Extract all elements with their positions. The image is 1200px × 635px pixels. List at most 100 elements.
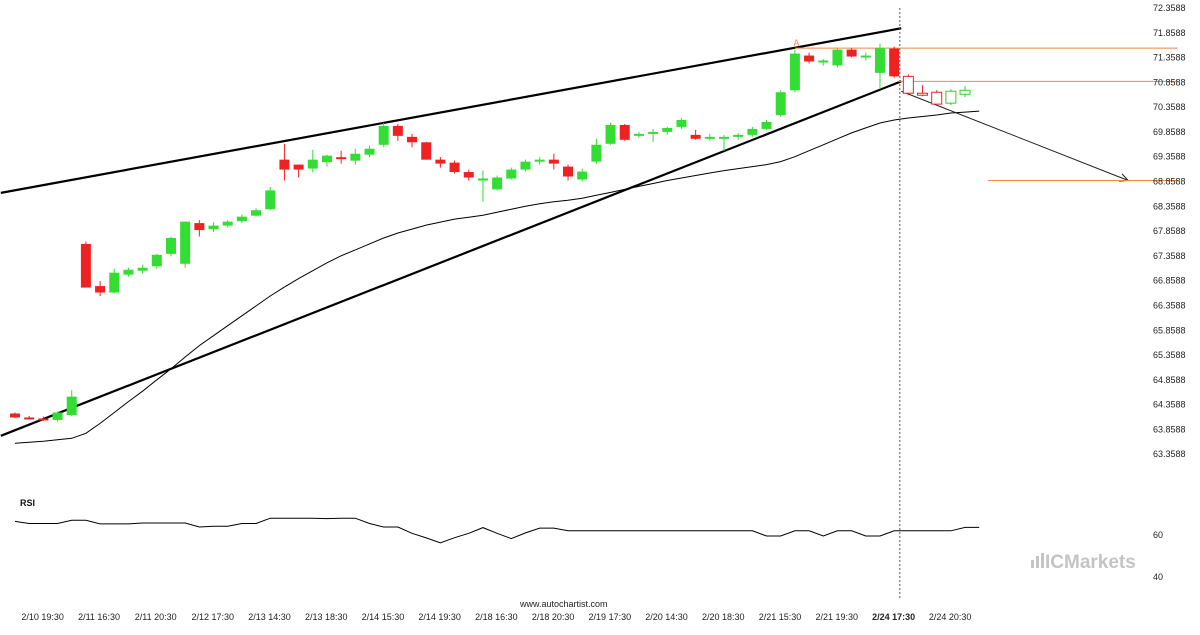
candle-body — [463, 172, 474, 178]
price-tick-label: 69.3588 — [1153, 152, 1186, 162]
candle — [137, 264, 148, 274]
candle-body — [378, 125, 389, 145]
candle-body — [520, 161, 531, 170]
footer-url: www.autochartist.com — [519, 599, 608, 609]
rsi-line — [14, 517, 980, 544]
price-tick-label: 69.8588 — [1153, 127, 1186, 137]
candle — [265, 186, 276, 211]
candle — [151, 253, 162, 269]
price-tick-label: 68.8588 — [1153, 177, 1186, 187]
candles-layer — [10, 43, 971, 422]
candle — [733, 132, 744, 140]
price-tick-label: 67.8588 — [1153, 226, 1186, 236]
candle-body — [364, 148, 375, 155]
candle — [180, 221, 191, 268]
candle — [832, 47, 843, 68]
time-tick-label: 2/14 19:30 — [418, 612, 461, 622]
candle — [775, 90, 786, 118]
candle-body — [747, 128, 758, 135]
price-axis: 72.3588 71.8588 71.3588 70.8588 70.3588 69.85… — [1153, 3, 1186, 459]
candle — [10, 412, 20, 418]
candle — [251, 208, 262, 217]
candle — [704, 133, 715, 141]
rsi-tick-label: 60 — [1153, 530, 1163, 540]
candle-body — [832, 49, 843, 66]
candle — [902, 74, 914, 96]
time-tick-label: 2/19 17:30 — [589, 612, 632, 622]
candle — [449, 160, 460, 174]
candle — [435, 157, 446, 168]
candle-body — [719, 136, 729, 139]
candle-body — [109, 272, 120, 293]
price-tick-label: 70.3588 — [1153, 102, 1186, 112]
candle-body — [151, 254, 162, 267]
candle — [194, 220, 205, 237]
price-tick-label: 66.3588 — [1153, 300, 1186, 310]
time-tick-label: 2/21 15:30 — [759, 612, 802, 622]
candle — [577, 168, 588, 182]
candle — [165, 236, 176, 257]
time-tick-label: 2/13 14:30 — [248, 612, 291, 622]
candle — [818, 59, 829, 66]
candle — [80, 241, 91, 288]
candle — [917, 85, 929, 97]
candle-body — [80, 243, 91, 288]
candle-body — [917, 92, 929, 96]
candle — [789, 49, 800, 93]
candle-body — [265, 190, 276, 210]
brand-area: ICMarkets www.autochartist.com — [519, 552, 1136, 609]
candle-body — [733, 134, 744, 137]
candle-body — [676, 119, 687, 127]
candle-body — [321, 155, 332, 163]
candle — [945, 89, 957, 106]
candle-body — [392, 125, 403, 136]
projection-arrow-line — [901, 90, 1129, 181]
candle — [236, 214, 247, 224]
rsi-panel: RSI 60 40 — [14, 498, 1163, 582]
time-tick-label: 2/11 16:30 — [78, 612, 120, 622]
candle-body — [251, 210, 262, 216]
candle-body — [279, 159, 290, 170]
time-axis: 2/10 19:30 2/11 16:30 2/11 20:30 2/12 17:30… — [21, 612, 971, 622]
candle-body — [648, 131, 659, 134]
candle — [477, 170, 488, 202]
candle — [378, 122, 389, 148]
candle-body — [534, 159, 545, 162]
time-tick-label: 2/20 14:30 — [645, 612, 688, 622]
price-tick-label: 64.8588 — [1153, 375, 1186, 385]
candle — [804, 52, 815, 64]
price-tick-label: 72.3588 — [1153, 3, 1186, 13]
candle-body — [407, 136, 418, 143]
candle — [321, 154, 332, 167]
candle-body — [307, 159, 318, 169]
candle-body — [137, 267, 148, 271]
candle — [293, 164, 304, 178]
candle — [392, 123, 403, 141]
candle-body — [577, 171, 588, 180]
candle — [874, 43, 885, 90]
candle-body — [66, 396, 77, 415]
candle — [307, 149, 318, 173]
brand-bars-icon — [1031, 553, 1044, 568]
candle-body — [208, 225, 219, 230]
price-tick-label: 68.3588 — [1153, 201, 1186, 211]
candle — [619, 123, 630, 141]
candle — [719, 134, 729, 151]
price-tick-label: 71.3588 — [1153, 53, 1186, 63]
candle — [860, 52, 871, 61]
candle — [222, 220, 233, 228]
candle-body — [449, 162, 460, 173]
price-tick-label: 63.3588 — [1153, 449, 1186, 459]
candle-body — [492, 177, 503, 190]
apex-marker: A — [793, 38, 799, 48]
time-tick-label: 2/18 16:30 — [475, 612, 518, 622]
candle-body — [350, 153, 361, 161]
rsi-title: RSI — [20, 498, 35, 508]
candle-body — [690, 134, 701, 139]
trendline-layer: A — [0, 27, 1130, 437]
candle-body — [846, 49, 857, 57]
candle-body — [889, 48, 900, 77]
candle-body — [421, 142, 432, 160]
